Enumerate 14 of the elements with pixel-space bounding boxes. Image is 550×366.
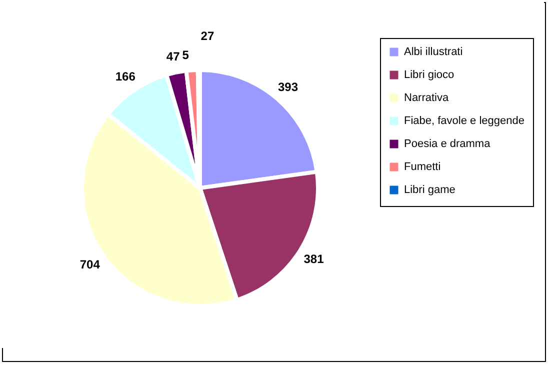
- data-label: 166: [115, 70, 136, 84]
- legend-label: Fumetti: [404, 161, 441, 173]
- legend-label: Fiabe, favole e leggende: [404, 115, 524, 127]
- data-label: 381: [304, 252, 324, 266]
- legend-label: Albi illustrati: [404, 46, 463, 58]
- data-label: 393: [278, 80, 298, 94]
- legend-label: Poesia e dramma: [404, 138, 492, 150]
- legend-label: Libri gioco: [404, 69, 454, 81]
- data-label: 704: [80, 257, 100, 272]
- legend-label: Narrativa: [404, 92, 450, 104]
- data-label: 47: [166, 50, 180, 64]
- data-label: 27: [200, 29, 214, 44]
- data-label: 5: [182, 48, 190, 62]
- legend-label: Libri game: [404, 184, 456, 196]
